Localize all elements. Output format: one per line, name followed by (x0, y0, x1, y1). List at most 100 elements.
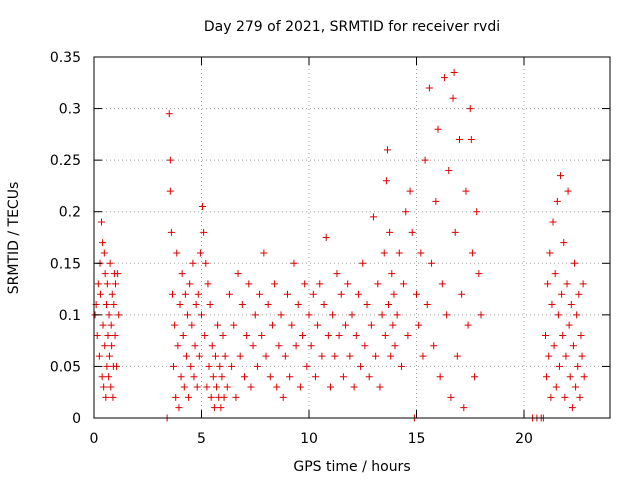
data-point (199, 203, 207, 211)
data-point (103, 280, 111, 288)
data-point (361, 342, 369, 350)
data-point (193, 383, 201, 391)
data-point (436, 373, 444, 381)
data-point (170, 362, 178, 370)
data-point (419, 352, 427, 360)
data-point (99, 321, 107, 329)
data-point (176, 301, 184, 309)
data-point (451, 228, 459, 236)
data-point (400, 280, 408, 288)
data-point (309, 290, 317, 298)
data-point (387, 352, 395, 360)
data-point (214, 321, 222, 329)
data-point (561, 393, 569, 401)
data-point (303, 362, 311, 370)
data-point (98, 218, 106, 226)
data-point (264, 301, 272, 309)
data-point (456, 136, 463, 144)
data-point (380, 249, 388, 257)
data-point (107, 383, 115, 391)
data-point (195, 352, 203, 360)
data-point (331, 352, 339, 360)
data-point (112, 280, 119, 288)
data-point (311, 373, 319, 381)
data-point (192, 301, 200, 309)
data-point (210, 404, 218, 412)
data-point (184, 311, 192, 319)
data-point (174, 342, 182, 350)
data-point (238, 301, 246, 309)
data-point (115, 311, 123, 319)
data-point (296, 383, 304, 391)
data-point (374, 280, 382, 288)
data-point (203, 383, 211, 391)
data-point (390, 290, 398, 298)
data-point (443, 311, 451, 319)
data-point (348, 311, 356, 319)
data-points (91, 68, 588, 422)
data-point (329, 311, 337, 319)
data-point (188, 321, 196, 329)
data-point (357, 362, 365, 370)
data-point (462, 187, 470, 195)
data-point (402, 208, 410, 216)
data-point (551, 270, 559, 278)
data-point (102, 393, 110, 401)
data-point (337, 290, 345, 298)
data-point (467, 136, 475, 144)
data-point (236, 352, 244, 360)
data-point (376, 383, 384, 391)
data-point (275, 342, 283, 350)
data-point (200, 228, 208, 236)
data-point (225, 290, 233, 298)
data-point (471, 373, 479, 381)
data-point (544, 280, 552, 288)
data-point (191, 342, 199, 350)
data-point (165, 110, 173, 118)
data-point (574, 362, 582, 370)
x-tick-label: 5 (197, 431, 206, 447)
data-point (468, 249, 476, 257)
data-point (432, 197, 440, 205)
data-point (397, 362, 405, 370)
y-tick-label: 0.1 (59, 308, 81, 324)
data-point (352, 331, 360, 339)
data-point (421, 156, 429, 164)
y-axis-label: SRMTID / TECUs (6, 182, 22, 295)
data-point (322, 234, 330, 241)
data-point (108, 290, 116, 298)
data-point (406, 187, 414, 195)
data-point (216, 362, 224, 370)
data-point (205, 362, 213, 370)
data-point (284, 290, 291, 298)
data-point (171, 321, 179, 329)
data-point (220, 393, 228, 401)
data-point (553, 197, 561, 205)
x-axis-label: GPS time / hours (293, 459, 410, 475)
data-point (367, 321, 375, 329)
data-point (108, 342, 116, 350)
data-point (404, 331, 412, 339)
data-point (180, 383, 188, 391)
data-point (542, 331, 549, 339)
data-point (181, 290, 189, 298)
data-point (350, 383, 358, 391)
data-point (562, 352, 570, 360)
data-point (408, 228, 416, 236)
data-point (209, 373, 217, 381)
data-point (417, 249, 425, 257)
data-point (99, 239, 107, 247)
data-point (576, 393, 584, 401)
data-point (440, 74, 448, 82)
data-point (110, 301, 118, 309)
data-point (460, 404, 468, 412)
data-point (100, 249, 108, 257)
data-point (228, 362, 236, 370)
data-point (111, 331, 119, 339)
data-point (186, 280, 194, 288)
data-point (177, 373, 185, 381)
data-point (281, 352, 289, 360)
data-point (286, 373, 294, 381)
data-point (415, 321, 423, 329)
